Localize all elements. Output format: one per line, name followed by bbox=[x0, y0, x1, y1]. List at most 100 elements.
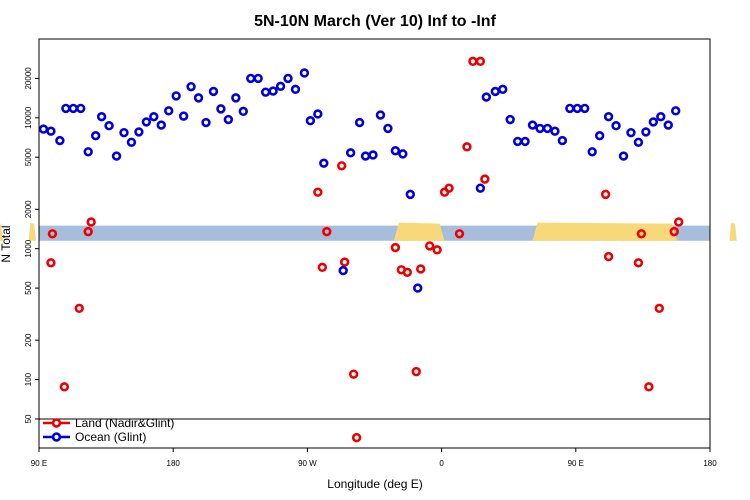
ocean-point bbox=[186, 81, 196, 92]
ocean-point bbox=[663, 120, 673, 130]
land-ocean-band bbox=[0, 222, 737, 241]
ocean-point bbox=[565, 103, 575, 114]
land-patch bbox=[393, 222, 445, 241]
ocean-point bbox=[238, 106, 248, 117]
land-point bbox=[673, 217, 684, 227]
ocean-point bbox=[126, 137, 137, 147]
land-point bbox=[480, 174, 490, 184]
ocean-point bbox=[542, 123, 553, 134]
ocean-point bbox=[633, 137, 644, 147]
land-point bbox=[636, 229, 647, 239]
land-point bbox=[454, 229, 465, 239]
ocean-point bbox=[405, 189, 415, 200]
land-point bbox=[654, 303, 665, 314]
ocean-point bbox=[149, 111, 159, 122]
legend-label: Land (Nadir&Glint) bbox=[75, 416, 174, 430]
ocean-point bbox=[490, 86, 500, 97]
data-points bbox=[38, 56, 684, 443]
ocean-point bbox=[413, 283, 423, 293]
ocean-point bbox=[141, 117, 152, 127]
ocean-point bbox=[283, 73, 293, 84]
legend-marker bbox=[51, 432, 62, 442]
y-tick-label: 20000 bbox=[24, 67, 33, 90]
ocean-point bbox=[260, 87, 271, 97]
ocean-point bbox=[580, 103, 590, 114]
land-point bbox=[313, 187, 323, 197]
land-point bbox=[322, 226, 332, 237]
ocean-point bbox=[68, 103, 78, 114]
x-tick-label: 180 bbox=[167, 459, 181, 468]
y-tick-label: 100 bbox=[24, 372, 33, 386]
land-point bbox=[317, 262, 328, 273]
land-point bbox=[411, 366, 421, 377]
ocean-point bbox=[383, 123, 393, 134]
ocean-point bbox=[626, 127, 636, 138]
y-axis: 50 100 200 500 1000 2000 5000 10000 20000 bbox=[24, 67, 39, 423]
land-patch bbox=[532, 222, 678, 241]
land-point bbox=[402, 267, 413, 278]
land-point bbox=[475, 56, 486, 67]
land-point bbox=[603, 251, 614, 262]
ocean-point bbox=[268, 86, 278, 96]
ocean-point bbox=[96, 111, 107, 122]
ocean-point bbox=[375, 110, 386, 120]
ocean-point bbox=[290, 84, 301, 95]
ocean-point bbox=[193, 93, 204, 103]
land-point bbox=[336, 161, 347, 171]
ocean-point bbox=[319, 158, 329, 168]
x-axis-label: Longitude (deg E) bbox=[327, 477, 422, 491]
ocean-point bbox=[313, 109, 323, 119]
ocean-point bbox=[512, 136, 523, 147]
land-patch bbox=[729, 222, 737, 241]
land-point bbox=[339, 257, 350, 267]
chart-title: 5N-10N March (Ver 10) Inf to -Inf bbox=[254, 13, 496, 30]
ocean-point bbox=[550, 126, 560, 136]
legend: Land (Nadir&Glint)Ocean (Glint) bbox=[43, 416, 174, 444]
ocean-point bbox=[572, 103, 582, 114]
ocean-point bbox=[520, 136, 530, 147]
land-point bbox=[462, 142, 472, 152]
ocean-point bbox=[46, 126, 56, 136]
ocean-point bbox=[156, 120, 166, 130]
land-point bbox=[432, 245, 442, 255]
land-point bbox=[444, 183, 454, 193]
y-tick-label: 500 bbox=[24, 281, 33, 295]
ocean-point bbox=[338, 265, 348, 276]
land-point bbox=[416, 264, 426, 274]
land-patch bbox=[28, 222, 37, 241]
ocean-point bbox=[360, 151, 371, 161]
land-point bbox=[86, 217, 96, 227]
ocean-point bbox=[76, 103, 86, 114]
land-point bbox=[74, 303, 84, 314]
ocean-point bbox=[111, 151, 122, 161]
ocean-point bbox=[671, 106, 681, 116]
y-axis-label: N Total bbox=[0, 225, 13, 262]
land-point bbox=[348, 369, 359, 379]
land-patch bbox=[0, 223, 4, 241]
series-land bbox=[46, 56, 684, 443]
ocean-point bbox=[201, 117, 211, 128]
x-tick-label: 0 bbox=[439, 459, 444, 468]
ocean-point bbox=[305, 116, 316, 126]
ocean-point bbox=[246, 73, 256, 84]
land-point bbox=[83, 226, 93, 237]
ocean-point bbox=[164, 106, 174, 116]
ocean-point bbox=[656, 111, 666, 122]
ocean-point bbox=[594, 130, 605, 141]
ocean-point bbox=[171, 91, 181, 101]
ocean-point bbox=[368, 150, 378, 160]
land-point bbox=[424, 241, 435, 251]
ocean-point bbox=[398, 149, 408, 159]
land-point bbox=[351, 432, 362, 443]
ocean-point bbox=[275, 81, 286, 92]
y-tick-label: 10000 bbox=[24, 106, 33, 129]
ocean-point bbox=[299, 68, 310, 78]
x-axis: 90 E 180 90 W 0 90 E 180 bbox=[31, 448, 717, 468]
ocean-point bbox=[55, 135, 65, 146]
ocean-point bbox=[641, 127, 651, 137]
y-tick-label: 1000 bbox=[24, 239, 33, 257]
ocean-point bbox=[345, 148, 356, 158]
ocean-point bbox=[527, 120, 538, 130]
legend-marker bbox=[51, 418, 62, 428]
ocean-point bbox=[90, 130, 101, 141]
